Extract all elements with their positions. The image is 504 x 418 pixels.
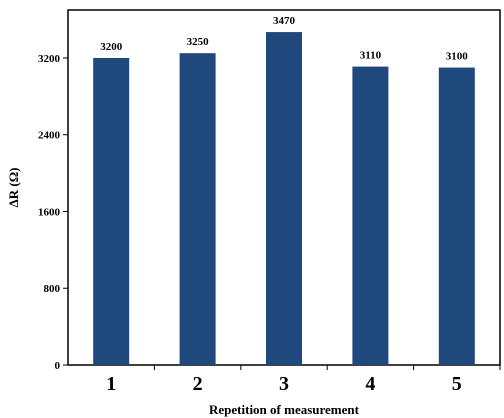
bar-4 [352, 66, 389, 366]
bar-3 [266, 32, 302, 365]
x-tick-label-2: 2 [193, 373, 203, 395]
y-tick-label: 0 [55, 360, 61, 372]
data-label-5: 3100 [446, 51, 469, 63]
bars: 3200 3250 3470 3110 3100 [93, 15, 475, 366]
data-label-4: 3110 [360, 50, 382, 62]
x-tick-label-4: 4 [365, 373, 375, 395]
bar-2 [179, 53, 216, 366]
x-tick-label-3: 3 [279, 373, 289, 395]
y-axis-ticks: 0 800 1600 2400 3200 [38, 53, 68, 372]
data-label-1: 3200 [100, 41, 123, 53]
y-tick-label: 3200 [38, 53, 61, 65]
bar-5 [438, 67, 475, 365]
x-axis-title: Repetition of measurement [209, 402, 360, 417]
x-tick-label-5: 5 [452, 373, 462, 395]
x-tick-label-1: 1 [106, 373, 116, 395]
y-axis-title: ΔR (Ω) [6, 168, 21, 208]
x-axis-ticks: 1 2 3 4 5 [106, 365, 501, 395]
data-label-2: 3250 [187, 36, 210, 48]
data-label-3: 3470 [273, 15, 296, 27]
y-tick-label: 2400 [38, 130, 61, 142]
bar-1 [93, 57, 130, 366]
y-tick-label: 1600 [38, 206, 61, 218]
y-tick-label: 800 [44, 283, 61, 295]
